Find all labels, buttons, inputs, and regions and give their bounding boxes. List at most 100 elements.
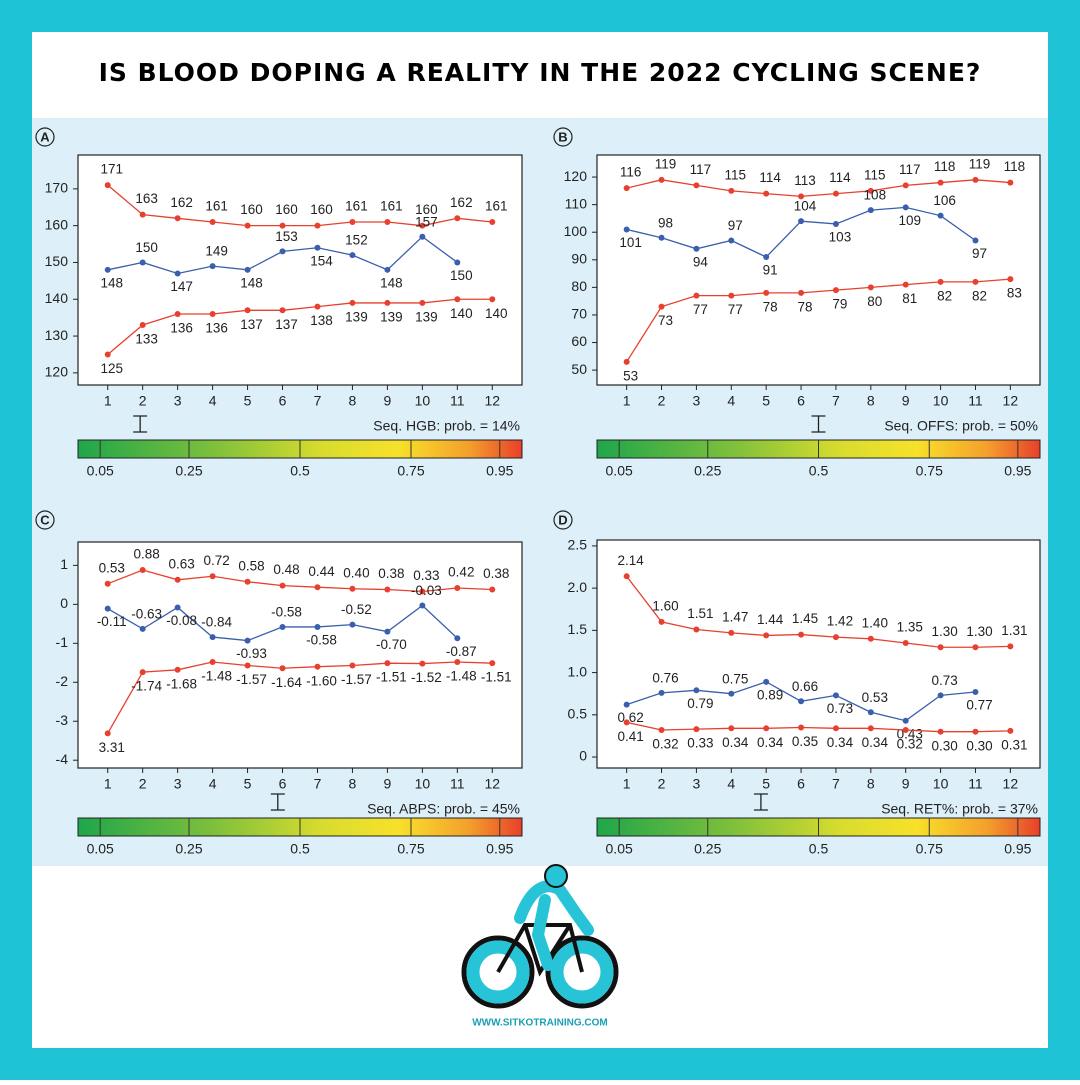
plot-frame [77,154,523,386]
data-point [902,640,909,647]
data-label: 0.75 [722,671,748,686]
data-label: 77 [728,302,743,317]
data-point [244,222,251,229]
data-label: 0.89 [757,687,783,702]
data-label: 0.34 [827,735,854,750]
x-tick-label: 8 [349,393,357,409]
data-label: 0.53 [862,690,888,705]
data-point [419,233,426,240]
data-label: -0.58 [271,605,302,620]
y-tick-label: -4 [56,751,69,767]
data-label: 0.34 [722,735,749,750]
data-label: 0.38 [483,566,509,581]
data-label: 0.63 [168,556,194,571]
data-point [209,634,216,641]
probability-marker-shape [753,793,768,811]
data-label: 53 [623,368,638,383]
data-point [349,585,356,592]
data-label: 148 [380,275,403,290]
data-label: 82 [937,288,952,303]
data-point [623,719,630,726]
x-tick-label: 2 [139,776,147,792]
x-tick-label: 3 [174,776,182,792]
data-label: 80 [867,294,882,309]
data-point [728,237,735,244]
data-point [693,687,700,694]
data-label: -0.52 [341,602,372,617]
x-tick-label: 11 [968,776,983,792]
data-label: 109 [898,213,921,228]
data-point [139,567,146,574]
data-point [937,278,944,285]
data-label: 0.33 [413,568,439,583]
data-point [728,629,735,636]
series-line [107,184,493,227]
data-label: 0.79 [687,696,713,711]
data-point [489,586,496,593]
data-label: 0.44 [308,564,335,579]
data-label: -1.48 [201,669,232,684]
data-label: 171 [100,162,123,177]
data-label: 148 [240,275,263,290]
data-label: 160 [310,202,333,217]
y-tick-label: 2.0 [568,579,588,595]
footer-url: WWW.SITKOTRAINING.COM [472,1018,608,1029]
series-line [107,569,493,593]
data-point [174,215,181,222]
data-label: 0.73 [931,673,957,688]
data-label: 157 [415,214,438,229]
data-point [658,303,665,310]
y-tick-label: 0 [60,595,68,611]
data-point [902,717,909,724]
data-point [832,287,839,294]
x-tick-label: 6 [279,776,287,792]
y-tick-label: 1.0 [568,663,588,679]
data-label: 0.76 [652,670,678,685]
data-point [832,190,839,197]
data-point [902,727,909,733]
data-point [454,259,461,266]
data-label: 0.33 [687,736,713,751]
data-label: 148 [100,275,123,290]
data-label: 1.47 [722,609,748,624]
x-tick-label: 7 [314,393,322,409]
x-tick-label: 12 [1003,393,1019,409]
data-point [728,690,735,697]
data-point [349,299,356,306]
data-point [763,725,770,732]
x-tick-label: 8 [349,776,357,792]
data-point [244,662,251,669]
data-label: 1.60 [652,598,678,613]
data-label: 81 [902,291,917,306]
data-point [658,689,665,696]
data-label: -1.51 [376,670,407,685]
x-tick-label: 7 [832,393,840,409]
x-tick-label: 2 [658,776,666,792]
data-label: -0.11 [97,614,127,629]
data-point [832,692,839,699]
data-label: 147 [170,279,193,294]
data-label: 0.48 [273,562,299,577]
data-label: 161 [205,199,228,214]
data-label: 137 [275,317,298,332]
data-label: 78 [763,299,778,314]
x-tick-label: 11 [968,393,983,409]
series-line [626,179,1011,198]
data-point [209,263,216,270]
data-point [623,358,630,365]
data-point [174,270,181,277]
data-point [867,725,874,732]
data-point [314,663,321,670]
x-tick-label: 9 [902,393,910,409]
data-label: 117 [899,162,921,177]
data-point [763,632,770,639]
data-point [798,631,805,638]
y-tick-label: 80 [571,278,587,294]
x-tick-label: 12 [484,776,500,792]
colorbar-tick-label: 0.95 [486,841,513,857]
x-tick-label: 4 [209,393,217,409]
data-label: -0.93 [236,646,267,661]
data-label: 138 [310,313,333,328]
colorbar-tick-label: 0.25 [175,463,202,479]
